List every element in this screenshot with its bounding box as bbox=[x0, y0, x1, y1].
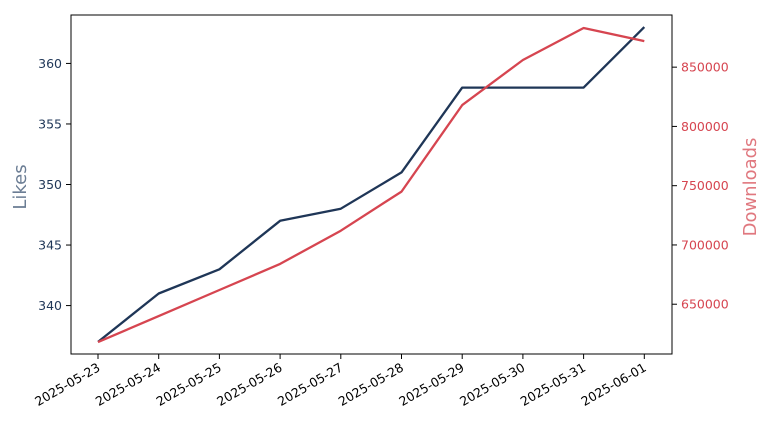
y-axis-right-label: Downloads bbox=[740, 138, 761, 237]
x-tick-label: 2025-05-26 bbox=[214, 360, 284, 409]
y-right-tick-label: 850000 bbox=[681, 60, 729, 75]
likes-series-line bbox=[97, 26, 646, 343]
series-layer bbox=[97, 26, 646, 344]
x-tick-label: 2025-05-23 bbox=[32, 360, 102, 409]
y-right-tick-label: 700000 bbox=[681, 237, 729, 252]
x-tick-label: 2025-05-24 bbox=[93, 360, 163, 409]
plot-frame bbox=[70, 14, 673, 355]
x-tick-label: 2025-05-29 bbox=[396, 360, 466, 409]
y-left-tick-label: 345 bbox=[38, 238, 62, 253]
y-left-tick-label: 355 bbox=[38, 116, 62, 131]
x-tick-label: 2025-05-27 bbox=[275, 360, 345, 409]
y-right-tick-label: 800000 bbox=[681, 119, 729, 134]
x-tick-label: 2025-06-01 bbox=[578, 360, 648, 409]
y-left-tick-label: 340 bbox=[38, 298, 62, 313]
y-right-tick-label: 750000 bbox=[681, 178, 729, 193]
downloads-series-line bbox=[97, 26, 645, 344]
x-tick-label: 2025-05-30 bbox=[457, 360, 527, 409]
y-right-tick-label: 650000 bbox=[681, 297, 729, 312]
y-left-tick-label: 360 bbox=[38, 56, 62, 71]
x-tick-label: 2025-05-31 bbox=[518, 360, 588, 409]
x-tick-label: 2025-05-28 bbox=[336, 360, 406, 409]
y-axis-left-label: Likes bbox=[10, 164, 31, 209]
x-tick-label: 2025-05-25 bbox=[153, 360, 223, 409]
y-left-tick-label: 350 bbox=[38, 177, 62, 192]
axes-layer: 340 345 350 355 360 650000 700000 750000 800000 8… bbox=[32, 14, 729, 409]
